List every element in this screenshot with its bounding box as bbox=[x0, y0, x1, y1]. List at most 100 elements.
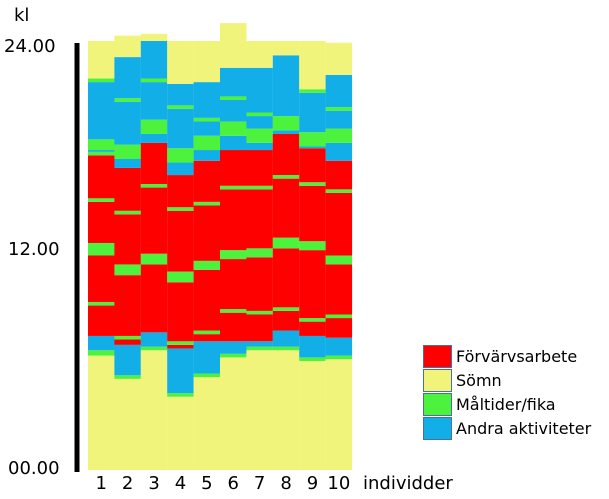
bar-7-segment-10 bbox=[246, 150, 273, 186]
bar-7-segment-5 bbox=[246, 310, 273, 315]
bar-6-segment-2 bbox=[220, 353, 247, 358]
bar-4-segment-13 bbox=[167, 108, 194, 149]
x-tick-label-5: 5 bbox=[201, 473, 212, 494]
bar-3-segment-8 bbox=[140, 142, 168, 184]
bar-10-segment-11 bbox=[325, 142, 353, 161]
bar-5-segment-12 bbox=[193, 135, 221, 151]
bar-5-segment-13 bbox=[193, 121, 221, 136]
bar-7-segment-1 bbox=[246, 350, 273, 470]
x-tick-label-3: 3 bbox=[148, 473, 159, 494]
bar-8-segment-4 bbox=[272, 310, 300, 331]
bar-7-segment-6 bbox=[246, 257, 273, 311]
bar-9-segment-14 bbox=[299, 89, 326, 93]
bar-3-segment-3 bbox=[140, 332, 168, 347]
bar-8-segment-8 bbox=[272, 178, 300, 238]
bar-10-segment-3 bbox=[325, 337, 353, 356]
bar-7-segment-14 bbox=[246, 112, 273, 117]
bar-10-segment-8 bbox=[325, 192, 353, 256]
x-tick-label-8: 8 bbox=[280, 473, 291, 494]
bar-3-segment-5 bbox=[140, 253, 168, 265]
bar-1-segment-12 bbox=[88, 150, 115, 152]
bar-7-segment-11 bbox=[246, 142, 273, 151]
bar-6-segment-13 bbox=[220, 99, 247, 122]
bar-8-segment-5 bbox=[272, 307, 300, 311]
bar-3-segment-4 bbox=[140, 264, 168, 333]
bar-3-segment-12 bbox=[140, 78, 168, 83]
x-axis-label: individder bbox=[363, 473, 453, 494]
bar-1-segment-13 bbox=[88, 139, 115, 151]
bar-2-segment-5 bbox=[114, 335, 141, 340]
bar-4-segment-7 bbox=[167, 271, 194, 283]
bar-10-segment-16 bbox=[325, 42, 353, 75]
bar-5-segment-11 bbox=[193, 150, 221, 161]
bar-3-segment-11 bbox=[140, 82, 168, 120]
bar-2-segment-13 bbox=[114, 101, 141, 145]
bar-6-segment-4 bbox=[220, 312, 247, 342]
bar-9-segment-7 bbox=[299, 241, 326, 251]
bar-9-segment-13 bbox=[299, 92, 326, 133]
bar-3-segment-1 bbox=[140, 350, 168, 470]
bar-4-segment-6 bbox=[167, 282, 194, 342]
bar-2-segment-7 bbox=[114, 264, 141, 276]
legend-swatch-andra-aktiviteter bbox=[423, 417, 452, 440]
bar-8-segment-12 bbox=[272, 116, 300, 131]
bars-group bbox=[88, 23, 353, 470]
bar-4-segment-10 bbox=[167, 175, 194, 208]
bar-1-segment-8 bbox=[88, 201, 115, 243]
bar-1-segment-9 bbox=[88, 198, 115, 202]
bar-7-segment-13 bbox=[246, 116, 273, 129]
bar-1-segment-5 bbox=[88, 301, 115, 306]
bar-5-segment-9 bbox=[193, 201, 221, 206]
bar-4-segment-12 bbox=[167, 148, 194, 163]
bar-2-segment-1 bbox=[114, 378, 141, 470]
bar-6-segment-14 bbox=[220, 96, 247, 100]
bar-6-segment-10 bbox=[220, 150, 247, 186]
legend-label-somn: Sömn bbox=[456, 371, 502, 390]
bar-2-segment-11 bbox=[114, 158, 141, 168]
bar-4-segment-14 bbox=[167, 105, 194, 109]
bar-1-segment-2 bbox=[88, 350, 115, 356]
y-tick-label-top: 24.00 bbox=[4, 36, 56, 57]
x-tick-labels: 1 2 3 4 5 6 7 8 9 10 bbox=[96, 473, 351, 494]
bar-5-segment-15 bbox=[193, 82, 221, 118]
bar-5-segment-7 bbox=[193, 260, 221, 270]
bar-5-segment-5 bbox=[193, 330, 221, 335]
bar-2-segment-16 bbox=[114, 35, 141, 58]
bar-7-segment-15 bbox=[246, 67, 273, 113]
x-tick-label-7: 7 bbox=[254, 473, 265, 494]
legend-swatch-somn bbox=[423, 369, 452, 392]
bar-10-segment-2 bbox=[325, 355, 353, 360]
bar-9-segment-1 bbox=[299, 360, 326, 470]
bar-9-segment-15 bbox=[299, 41, 326, 90]
bar-5-segment-6 bbox=[193, 269, 221, 331]
bar-9-segment-3 bbox=[299, 335, 326, 358]
bar-2-segment-10 bbox=[114, 167, 141, 211]
bar-1-segment-7 bbox=[88, 242, 115, 256]
bar-8-segment-1 bbox=[272, 350, 300, 470]
bar-10-segment-6 bbox=[325, 264, 353, 315]
bar-2-segment-3 bbox=[114, 344, 141, 376]
legend-label-forvarvsarbete: Förvärvsarbete bbox=[456, 347, 578, 366]
bar-1-segment-4 bbox=[88, 305, 115, 336]
bar-4-segment-1 bbox=[167, 396, 194, 470]
bar-4-segment-11 bbox=[167, 162, 194, 176]
bar-10-segment-5 bbox=[325, 314, 353, 319]
x-tick-label-10: 10 bbox=[327, 473, 350, 494]
bar-7-segment-4 bbox=[246, 314, 273, 342]
bar-2-segment-4 bbox=[114, 339, 141, 345]
bar-10-segment-12 bbox=[325, 128, 353, 143]
y-tick-label-bottom: 00.00 bbox=[8, 458, 60, 479]
bar-1-segment-15 bbox=[88, 78, 115, 83]
bar-10-segment-4 bbox=[325, 318, 353, 338]
bar-6-segment-16 bbox=[220, 23, 247, 68]
bar-7-segment-12 bbox=[246, 128, 273, 143]
bar-4-segment-2 bbox=[167, 393, 194, 397]
bar-5-segment-8 bbox=[193, 205, 221, 261]
bar-10-segment-1 bbox=[325, 359, 353, 470]
legend-swatch-forvarvsarbete bbox=[423, 345, 452, 368]
bar-2-segment-9 bbox=[114, 210, 141, 215]
bar-4-segment-4 bbox=[167, 344, 194, 349]
bar-9-segment-10 bbox=[299, 148, 326, 183]
bar-1-segment-11 bbox=[88, 151, 115, 156]
bar-5-segment-1 bbox=[193, 377, 221, 470]
